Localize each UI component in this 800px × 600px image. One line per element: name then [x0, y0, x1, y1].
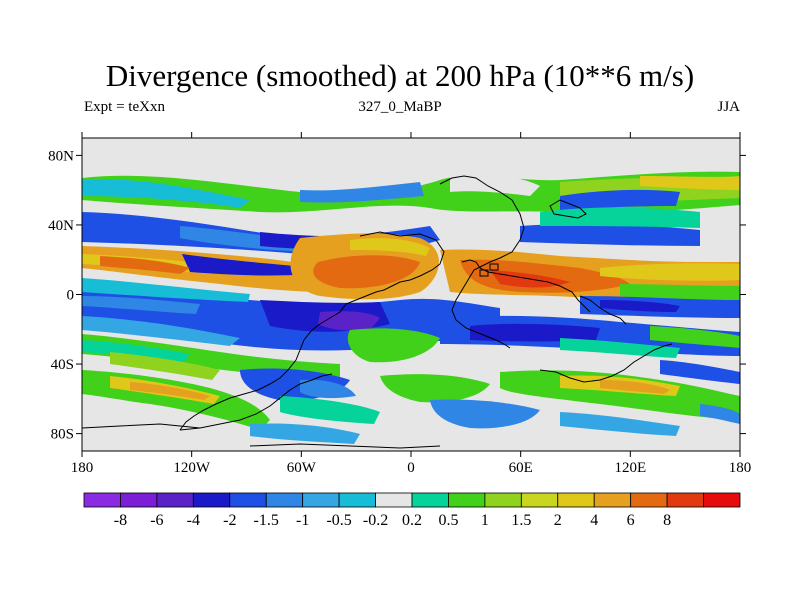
- case-label: 327_0_MaBP: [358, 99, 442, 115]
- lat-tick-label: 80N: [48, 148, 74, 164]
- colorbar-swatch: [338, 492, 376, 508]
- lon-tick-label: 0: [407, 460, 415, 476]
- lon-tick-label: 60E: [509, 460, 533, 476]
- colorbar-swatch: [265, 492, 304, 508]
- coastlines: [82, 175, 673, 449]
- season-label: JJA: [717, 99, 740, 115]
- lat-tick-label: 0: [67, 288, 75, 304]
- colorbar-label: 1.5: [511, 512, 531, 529]
- colorbar: -8 -6 -4 -2 -1.5 -1 -0.5 -0.2 0.2 0.5 1 1.5 2 4 6 8: [83, 492, 741, 529]
- lon-tick-label: 180: [71, 460, 94, 476]
- colorbar-swatch: [411, 492, 449, 508]
- colorbar-label: 2: [554, 512, 562, 529]
- colorbar-swatch: [229, 492, 267, 508]
- colorbar-swatch: [520, 492, 559, 508]
- colorbar-swatch: [375, 492, 413, 508]
- colorbar-swatch: [703, 492, 741, 508]
- lon-tick-label: 120E: [614, 460, 646, 476]
- colorbar-label: 0.2: [402, 512, 422, 529]
- colorbar-swatch: [630, 492, 668, 508]
- lon-tick-label: 60W: [287, 460, 317, 476]
- colorbar-label: -1: [296, 512, 309, 529]
- colorbar-swatch: [448, 492, 486, 508]
- lat-tick-label: 40N: [48, 218, 74, 234]
- colorbar-label: 4: [590, 512, 598, 529]
- colorbar-swatch: [302, 492, 340, 508]
- colorbar-swatch: [557, 492, 595, 508]
- colorbar-label: -4: [187, 512, 200, 529]
- colorbar-label: -8: [114, 512, 127, 529]
- colorbar-swatch: [484, 492, 522, 508]
- colorbar-label: 8: [663, 512, 671, 529]
- colorbar-swatch: [83, 492, 121, 508]
- colorbar-swatch: [666, 492, 704, 508]
- colorbar-label: -2: [223, 512, 236, 529]
- colorbar-label: 0.5: [438, 512, 458, 529]
- longitude-axis: 180 120W 60W 0 60E 120E 180: [71, 132, 752, 476]
- colorbar-label: -0.2: [363, 512, 388, 529]
- colorbar-swatch: [120, 492, 158, 508]
- colorbar-swatch: [192, 492, 231, 508]
- colorbar-label: -6: [150, 512, 163, 529]
- colorbar-label: 6: [627, 512, 635, 529]
- experiment-label: Expt = teXxn: [84, 99, 165, 115]
- colorbar-swatch: [593, 492, 632, 508]
- colorbar-label: 1: [481, 512, 489, 529]
- latitude-axis: 80N 40N 0 40S 80S: [48, 148, 746, 443]
- lat-tick-label: 40S: [51, 357, 74, 373]
- lat-tick-label: 80S: [51, 427, 74, 443]
- colorbar-swatch: [156, 492, 194, 508]
- divergence-field: [82, 171, 740, 444]
- lon-tick-label: 120W: [173, 460, 211, 476]
- plot-title: Divergence (smoothed) at 200 hPa (10**6 …: [105, 58, 695, 93]
- colorbar-label: -0.5: [326, 512, 351, 529]
- lon-tick-label: 180: [729, 460, 752, 476]
- colorbar-label: -1.5: [254, 512, 279, 529]
